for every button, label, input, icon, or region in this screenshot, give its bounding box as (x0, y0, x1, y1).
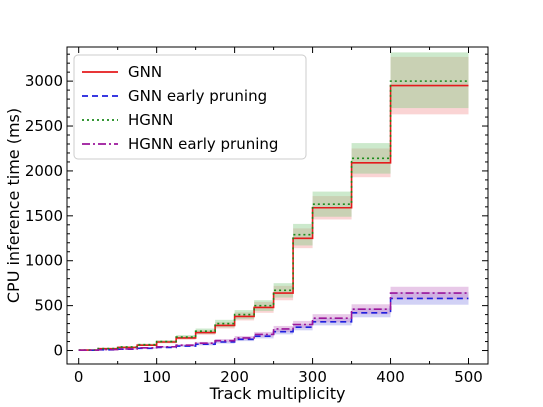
series-lines (78, 80, 469, 352)
y-tick-label: 2500 (25, 117, 63, 135)
band-1-bin-13 (351, 308, 391, 318)
x-axis-label: Track multiplicity (209, 384, 346, 403)
band-1-bin-11 (293, 324, 313, 331)
band-1-bin-1 (98, 349, 118, 351)
band-2-bin-10 (273, 283, 294, 298)
y-tick-label: 0 (53, 342, 63, 360)
x-tick-label: 0 (74, 368, 84, 386)
y-tick-label: 1500 (25, 207, 63, 225)
band-2-bin-9 (254, 300, 274, 312)
x-tick-label: 200 (220, 368, 249, 386)
y-tick-label: 3000 (25, 72, 63, 90)
series-line-2 (78, 80, 469, 351)
band-3-bin-9 (254, 331, 274, 337)
band-2-bin-11 (293, 223, 313, 246)
plot-frame (66, 46, 489, 365)
legend-box (73, 54, 307, 160)
legend-label-1: GNN early pruning (128, 87, 267, 105)
band-3-bin-12 (312, 314, 352, 323)
band-3-bin-1 (98, 349, 118, 350)
y-tick-label: 500 (34, 297, 63, 315)
band-1-bin-8 (234, 337, 255, 342)
band-2-bin-7 (215, 319, 235, 328)
y-tick-label: 2000 (25, 162, 63, 180)
band-3-bin-13 (351, 304, 391, 315)
y-tick-label: 1000 (25, 252, 63, 270)
axis-ticks: 0 100 200 300 400 500 0 500 1000 1500 2000 2500 3000 (25, 47, 488, 386)
band-1-bin-9 (254, 333, 274, 339)
legend: GNN GNN early pruning HGNN HGNN early pruni… (73, 54, 307, 160)
y-axis-label: CPU inference time (ms) (4, 108, 23, 303)
x-tick-label: 300 (298, 368, 327, 386)
legend-label-2: HGNN (128, 111, 173, 129)
x-tick-label: 100 (142, 368, 171, 386)
series-line-3 (78, 292, 469, 351)
series-line-0 (78, 84, 469, 351)
x-tick-label: 400 (376, 368, 405, 386)
legend-label-0: GNN (128, 63, 162, 81)
legend-label-3: HGNN early pruning (128, 135, 278, 153)
series-line-1 (78, 297, 469, 352)
band-3-bin-11 (293, 320, 313, 329)
band-2-bin-14 (390, 52, 469, 109)
x-tick-label: 500 (454, 368, 483, 386)
